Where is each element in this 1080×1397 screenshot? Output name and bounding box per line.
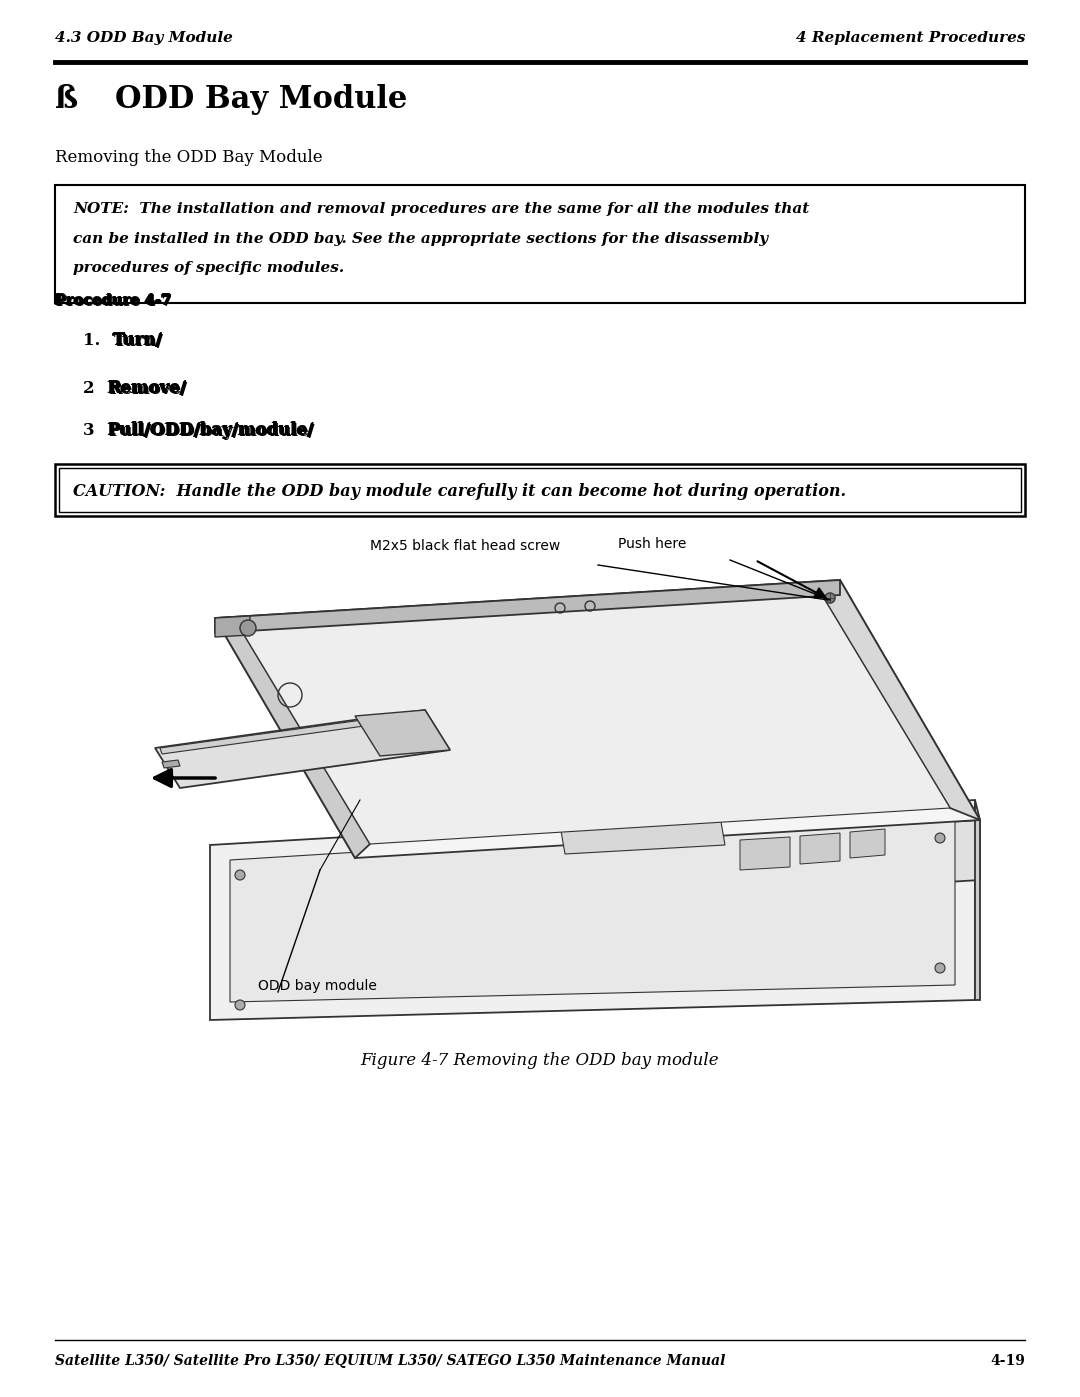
Circle shape <box>235 870 245 880</box>
Circle shape <box>825 592 835 604</box>
Text: 3: 3 <box>83 422 95 439</box>
Polygon shape <box>355 820 980 918</box>
Polygon shape <box>561 816 725 854</box>
Text: 4-19: 4-19 <box>990 1354 1025 1368</box>
Text: can be installed in the ODD bay. See the appropriate sections for the disassembl: can be installed in the ODD bay. See the… <box>73 232 768 246</box>
Text: NOTE:  The installation and removal procedures are the same for all the modules : NOTE: The installation and removal proce… <box>73 203 809 217</box>
Polygon shape <box>215 580 840 633</box>
Text: Figure 4-7 Removing the ODD bay module: Figure 4-7 Removing the ODD bay module <box>361 1052 719 1069</box>
Polygon shape <box>215 616 249 637</box>
Text: Procedure 4-7: Procedure 4-7 <box>56 295 172 309</box>
Text: 4.3 ODD Bay Module: 4.3 ODD Bay Module <box>55 31 233 45</box>
Polygon shape <box>800 833 840 863</box>
Text: Turn/: Turn/ <box>113 331 163 348</box>
Polygon shape <box>160 712 422 754</box>
Text: Turn/: Turn/ <box>113 332 163 349</box>
Bar <box>59 468 1021 511</box>
Text: Remove/: Remove/ <box>108 381 187 398</box>
Polygon shape <box>355 710 450 756</box>
Bar <box>55 184 1025 303</box>
Text: ODD Bay Module: ODD Bay Module <box>114 84 407 115</box>
Text: 1.: 1. <box>83 332 100 349</box>
Text: ß: ß <box>55 84 78 115</box>
Polygon shape <box>740 837 789 870</box>
Text: Pull/ODD/bay/module/: Pull/ODD/bay/module/ <box>107 420 313 439</box>
Text: 2: 2 <box>83 380 95 397</box>
Text: Procedure 4-7: Procedure 4-7 <box>55 293 171 307</box>
Text: Remove/: Remove/ <box>106 380 186 397</box>
Polygon shape <box>820 580 980 820</box>
Circle shape <box>235 1000 245 1010</box>
Text: Turn/: Turn/ <box>114 332 164 351</box>
Text: CAUTION:  Handle the ODD bay module carefully it can become hot during operation: CAUTION: Handle the ODD bay module caref… <box>73 483 846 500</box>
Text: Pull/ODD/bay/module/: Pull/ODD/bay/module/ <box>107 422 313 439</box>
Text: Turn/: Turn/ <box>112 332 162 349</box>
Polygon shape <box>210 800 975 1020</box>
Polygon shape <box>240 592 950 844</box>
Polygon shape <box>850 828 885 858</box>
Text: Pull/ODD/bay/module/: Pull/ODD/bay/module/ <box>106 422 312 439</box>
Circle shape <box>240 620 256 636</box>
Text: Procedure 4-7: Procedure 4-7 <box>56 293 172 307</box>
Text: Pull/ODD/bay/module/: Pull/ODD/bay/module/ <box>108 423 314 440</box>
Text: Satellite L350/ Satellite Pro L350/ EQUIUM L350/ SATEGO L350 Maintenance Manual: Satellite L350/ Satellite Pro L350/ EQUI… <box>55 1354 726 1368</box>
Text: Removing the ODD Bay Module: Removing the ODD Bay Module <box>55 149 323 166</box>
Text: procedures of specific modules.: procedures of specific modules. <box>73 261 345 275</box>
Text: Procedure 4-7: Procedure 4-7 <box>55 293 171 307</box>
Circle shape <box>935 833 945 842</box>
Polygon shape <box>156 710 450 788</box>
Polygon shape <box>162 760 180 768</box>
Text: Push here: Push here <box>618 536 687 550</box>
Polygon shape <box>215 580 980 858</box>
Text: Remove/: Remove/ <box>107 379 186 395</box>
Bar <box>55 464 1025 515</box>
Text: M2x5 black flat head screw: M2x5 black flat head screw <box>370 539 561 553</box>
Text: Remove/: Remove/ <box>107 380 186 397</box>
Text: Procedure 4-7: Procedure 4-7 <box>54 293 171 307</box>
Circle shape <box>935 963 945 972</box>
Polygon shape <box>230 814 955 1002</box>
Text: ODD bay module: ODD bay module <box>258 979 377 993</box>
Text: 4 Replacement Procedures: 4 Replacement Procedures <box>796 31 1025 45</box>
Polygon shape <box>215 617 370 858</box>
Polygon shape <box>975 800 980 1000</box>
